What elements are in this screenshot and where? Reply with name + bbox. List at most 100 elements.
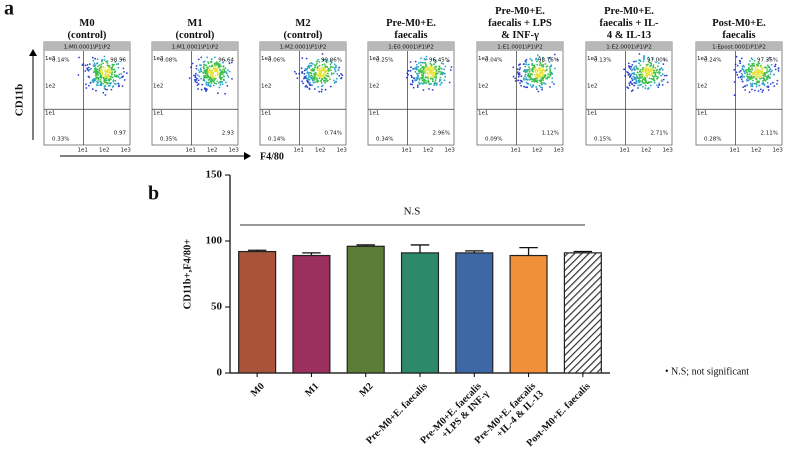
event-dot — [635, 78, 637, 80]
event-dot — [318, 61, 321, 63]
event-dot — [769, 73, 772, 75]
event-dot — [123, 71, 125, 73]
event-dot — [537, 77, 540, 79]
event-dot — [439, 83, 442, 86]
event-dot — [540, 66, 543, 69]
event-dot — [655, 61, 657, 64]
event-dot — [741, 65, 744, 68]
event-dot — [627, 62, 630, 65]
event-dot — [307, 64, 310, 67]
event-dot — [746, 78, 748, 81]
event-dot — [516, 71, 519, 74]
event-dot — [658, 62, 660, 64]
event-dot — [638, 62, 640, 65]
event-dot — [747, 77, 749, 80]
quadrant-value: 0.74% — [325, 131, 342, 137]
event-dot — [125, 72, 128, 75]
event-dot — [104, 94, 107, 96]
x-tick-label: 1e2 — [751, 148, 761, 154]
event-dot — [193, 79, 196, 81]
event-dot — [519, 82, 521, 84]
event-dot — [324, 88, 327, 91]
event-dot — [304, 68, 307, 70]
event-dot — [525, 77, 527, 79]
event-dot — [774, 68, 777, 71]
x-tick-label: M0 — [249, 381, 267, 399]
event-dot — [206, 88, 208, 91]
event-dot — [735, 55, 738, 58]
event-dot — [735, 71, 738, 74]
event-dot — [435, 84, 438, 86]
event-dot — [525, 63, 527, 66]
event-dot — [639, 70, 641, 73]
event-dot — [638, 80, 641, 82]
event-dot — [207, 79, 210, 81]
event-dot — [542, 79, 544, 82]
event-dot — [84, 64, 87, 67]
event-dot — [547, 73, 550, 76]
event-dot — [327, 67, 330, 70]
event-dot — [211, 78, 214, 80]
event-dot — [336, 73, 339, 75]
event-dot — [540, 86, 542, 89]
event-dot — [325, 61, 328, 64]
event-dot — [102, 91, 105, 94]
event-dot — [434, 61, 437, 64]
event-dot — [301, 70, 304, 73]
event-dot — [549, 56, 551, 59]
event-dot — [219, 63, 221, 66]
event-dot — [312, 70, 315, 72]
event-dot — [106, 62, 109, 64]
event-dot — [117, 63, 120, 65]
event-dot — [540, 75, 543, 78]
event-dot — [93, 65, 96, 68]
event-dot — [547, 57, 550, 60]
x-tick-label: 1e1 — [78, 148, 88, 154]
event-dot — [754, 82, 756, 85]
event-dot — [627, 65, 630, 67]
event-dot — [541, 88, 543, 91]
event-dot — [751, 63, 753, 65]
event-dot — [200, 88, 203, 91]
y-tick-label: 100 — [206, 235, 223, 247]
event-dot — [111, 71, 114, 74]
event-dot — [439, 70, 441, 73]
event-dot — [755, 78, 758, 81]
event-dot — [661, 84, 664, 86]
event-dot — [108, 71, 111, 74]
event-dot — [658, 84, 660, 86]
plot-title: M0 (control) — [68, 18, 107, 41]
event-dot — [100, 76, 102, 79]
event-dot — [322, 68, 325, 70]
event-dot — [631, 83, 634, 86]
event-dot — [646, 73, 648, 76]
event-dot — [764, 79, 767, 82]
event-dot — [327, 69, 330, 72]
event-dot — [323, 63, 326, 66]
event-dot — [209, 84, 212, 87]
event-dot — [764, 72, 766, 74]
event-dot — [548, 61, 551, 63]
event-dot — [111, 73, 113, 76]
event-dot — [420, 57, 422, 60]
event-dot — [542, 65, 545, 68]
event-dot — [109, 78, 111, 81]
event-dot — [654, 74, 656, 77]
x-tick-label: 1e1 — [730, 148, 740, 154]
event-dot — [522, 63, 525, 65]
event-dot — [429, 67, 432, 70]
event-dot — [321, 64, 324, 66]
event-dot — [538, 79, 541, 82]
event-dot — [663, 59, 666, 61]
event-dot — [103, 79, 106, 82]
event-dot — [536, 70, 539, 73]
event-dot — [652, 66, 655, 69]
event-dot — [314, 74, 316, 77]
y-axis-label: CD11b+,F4/80+ — [182, 239, 193, 310]
event-dot — [207, 69, 210, 72]
event-dot — [313, 76, 315, 78]
quadrant-value: 2.96% — [433, 131, 450, 137]
event-dot — [97, 68, 99, 71]
quadrant-value: 96.64 — [218, 58, 234, 64]
gate-label: 1:M0.0001\P1\P2 — [64, 45, 111, 51]
